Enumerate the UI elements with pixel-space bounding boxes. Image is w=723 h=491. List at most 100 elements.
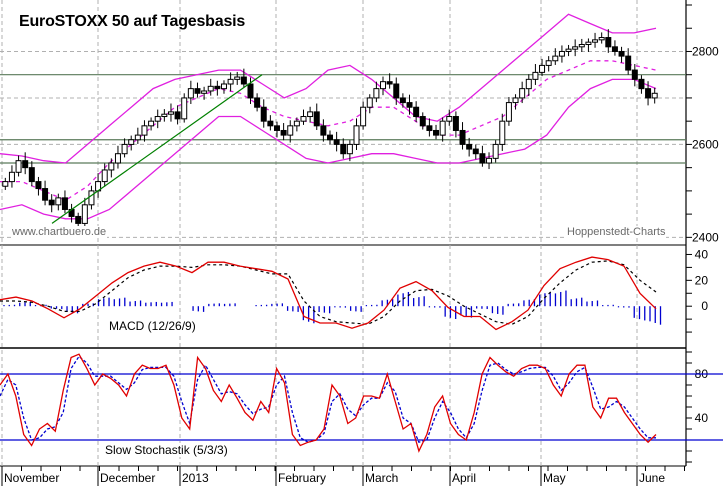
candle-body: [247, 83, 254, 99]
candle-body: [61, 197, 68, 210]
candle-body: [585, 41, 592, 46]
candle-body: [121, 143, 128, 155]
candle-body: [499, 120, 506, 145]
candle-body: [618, 50, 625, 57]
candle-body: [114, 153, 121, 164]
candle-body: [611, 46, 618, 52]
x-month-label: April: [452, 471, 476, 485]
y-tick-label: 2600: [692, 137, 719, 151]
x-month-label: November: [4, 471, 59, 485]
candle-body: [625, 55, 632, 71]
candle-body: [201, 90, 208, 94]
candle-body: [55, 197, 62, 206]
candle-body: [406, 102, 413, 108]
macd-line: [0, 256, 657, 331]
trendline: [51, 74, 263, 224]
macd-signal-line: [0, 260, 657, 325]
candle-body: [273, 125, 280, 131]
candle-body: [552, 55, 559, 62]
candle-body: [8, 171, 15, 183]
x-month-label: December: [100, 471, 155, 485]
candle-body: [2, 181, 9, 187]
y-tick-label: 40: [695, 411, 709, 425]
y-tick-label: 2800: [692, 44, 719, 58]
candle-body: [393, 83, 400, 99]
candle-body: [234, 76, 241, 80]
candle-body: [558, 50, 565, 57]
candle-body: [466, 143, 473, 150]
candle-body: [605, 37, 612, 48]
candle-body: [631, 69, 638, 80]
candle-body: [565, 48, 572, 52]
candle-body: [505, 102, 512, 122]
candle-body: [486, 157, 493, 164]
candle-body: [592, 39, 599, 43]
x-month-label: 2013: [182, 471, 209, 485]
candle-body: [293, 120, 300, 127]
stochastic-k-line: [0, 353, 657, 453]
candle-body: [22, 160, 29, 169]
y-tick-label: 2400: [692, 230, 719, 244]
candle-body: [35, 181, 42, 190]
candle-body: [300, 116, 307, 122]
candle-body: [48, 199, 55, 206]
candle-body: [572, 46, 579, 50]
candle-body: [240, 76, 247, 85]
candle-body: [598, 37, 605, 41]
candle-body: [81, 204, 88, 224]
candle-body: [525, 78, 532, 90]
candle-body: [532, 71, 539, 80]
candle-body: [380, 81, 387, 90]
candle-body: [433, 129, 440, 136]
candle-body: [141, 125, 148, 136]
candle-body: [187, 88, 194, 99]
candle-body: [446, 116, 453, 122]
x-month-label: June: [639, 471, 665, 485]
candle-body: [88, 190, 95, 206]
candle-body: [479, 153, 486, 164]
candle-body: [645, 88, 652, 99]
candle-body: [545, 60, 552, 66]
x-month-label: February: [278, 471, 326, 485]
candle-body: [413, 106, 420, 118]
candle-body: [539, 64, 546, 73]
candle-body: [472, 148, 479, 155]
candle-body: [578, 44, 585, 48]
candle-body: [181, 97, 188, 120]
candle-body: [174, 111, 181, 120]
watermark-chartbuero: www.chartbuero.de: [11, 226, 108, 238]
candle-body: [386, 81, 393, 85]
macd-label: MACD (12/26/9): [108, 319, 197, 333]
candle-body: [42, 188, 49, 201]
candle-body: [638, 78, 645, 90]
candle-body: [28, 167, 35, 183]
y-tick-label: 40: [695, 247, 709, 261]
candle-body: [519, 88, 526, 99]
candle-body: [260, 106, 267, 122]
candle-body: [512, 97, 519, 104]
candle-body: [108, 162, 115, 171]
bollinger-upper: [0, 13, 657, 164]
candle-body: [134, 134, 141, 141]
bollinger-lower: [0, 78, 657, 220]
candle-body: [161, 113, 168, 118]
candle-body: [320, 125, 327, 136]
y-tick-label: 20: [695, 273, 709, 287]
candle-body: [327, 134, 333, 141]
candle-body: [207, 85, 214, 92]
candle-body: [15, 160, 22, 173]
candle-body: [214, 85, 221, 90]
candle-body: [360, 106, 367, 127]
candle-body: [366, 97, 373, 108]
candle-body: [75, 215, 82, 224]
candle-body: [346, 143, 353, 155]
candle-body: [128, 139, 135, 145]
candle-body: [426, 125, 433, 131]
candle-body: [439, 120, 446, 136]
stochastic-label: Slow Stochastik (5/3/3): [104, 443, 229, 457]
y-tick-label: 0: [701, 299, 708, 313]
candle-body: [154, 116, 161, 122]
candle-body: [101, 169, 108, 183]
candle-body: [280, 129, 287, 136]
